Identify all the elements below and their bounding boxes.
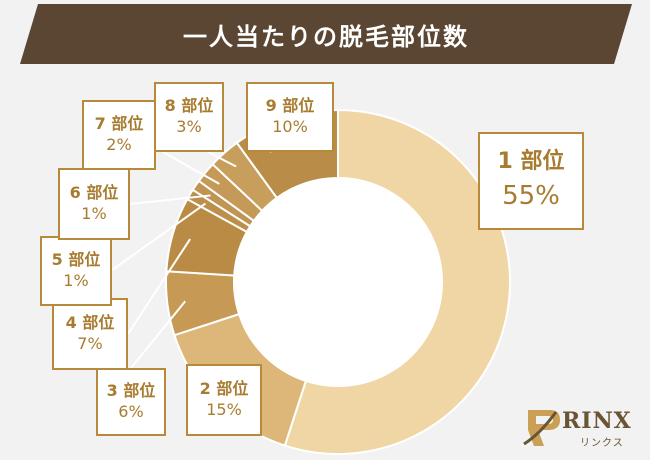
slice-category-4: 4 部位 — [65, 313, 115, 333]
slice-value-4: 7% — [77, 334, 103, 354]
leader-line-7 — [155, 147, 220, 185]
slice-category-3: 3 部位 — [106, 381, 156, 401]
slice-value-1: 55% — [502, 181, 560, 212]
slice-value-7: 2% — [106, 135, 132, 155]
slice-label-2: 2 部位 15% — [186, 364, 262, 436]
leader-line-8 — [207, 151, 237, 168]
slice-category-9: 9 部位 — [265, 96, 315, 116]
slice-category-8: 8 部位 — [164, 96, 214, 116]
leader-line-6 — [129, 194, 211, 205]
logo-subtext: リンクス — [580, 438, 624, 449]
slice-value-9: 10% — [272, 117, 308, 137]
slice-value-8: 3% — [176, 117, 202, 137]
logo-text: RINX — [562, 408, 632, 434]
title-banner: 一人当たりの脱毛部位数 — [20, 4, 632, 64]
leader-line-5 — [111, 202, 207, 271]
slice-value-6: 1% — [81, 204, 107, 224]
slice-label-9: 9 部位 10% — [246, 82, 334, 152]
slice-label-6: 6 部位 1% — [58, 168, 130, 240]
slice-value-3: 6% — [118, 402, 144, 422]
slice-label-3: 3 部位 6% — [96, 368, 166, 436]
slice-label-5: 5 部位 1% — [40, 236, 112, 306]
leader-line-4 — [127, 238, 191, 335]
slice-label-8: 8 部位 3% — [154, 82, 224, 152]
slice-category-1: 1 部位 — [497, 148, 565, 174]
leader-line-3 — [130, 300, 186, 369]
slice-category-6: 6 部位 — [69, 183, 119, 203]
slice-category-2: 2 部位 — [199, 379, 249, 399]
slice-value-5: 1% — [63, 271, 89, 291]
donut-hole — [235, 179, 441, 385]
slice-label-1: 1 部位 55% — [478, 132, 584, 230]
slice-value-2: 15% — [206, 400, 242, 420]
slice-label-4: 4 部位 7% — [52, 298, 128, 370]
slice-category-5: 5 部位 — [51, 250, 101, 270]
slice-category-7: 7 部位 — [94, 114, 144, 134]
slice-label-7: 7 部位 2% — [82, 100, 156, 170]
rinx-logo-icon — [523, 410, 560, 446]
chart-title: 一人当たりの脱毛部位数 — [183, 22, 469, 51]
brand-logo: RINX リンクス — [520, 404, 640, 450]
